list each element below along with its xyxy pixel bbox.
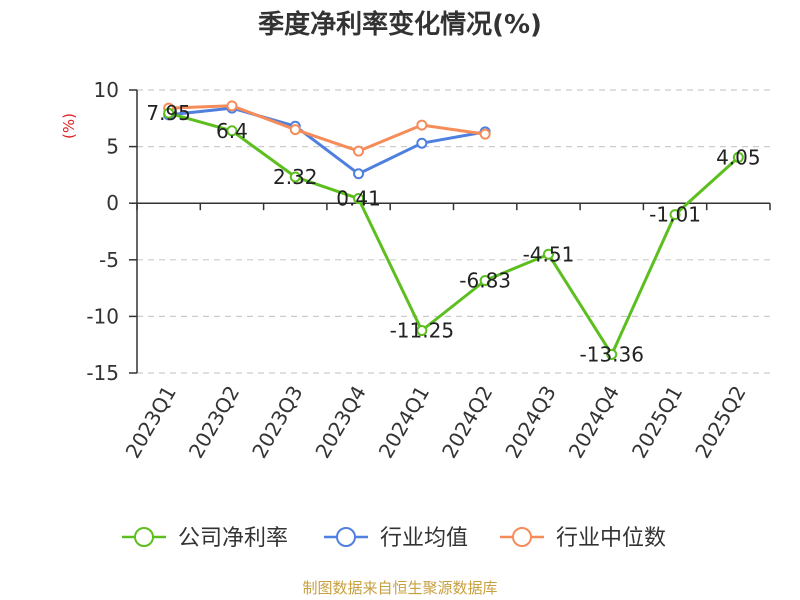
series-line-3 [168, 104, 486, 153]
data-point [479, 275, 491, 287]
data-point [416, 137, 428, 149]
legend-label: 行业中位数 [556, 526, 666, 551]
data-point [353, 193, 365, 205]
data-point [416, 119, 428, 131]
series-line-2 [168, 106, 486, 176]
data-point [226, 125, 238, 137]
data-point [289, 124, 301, 136]
series-line-1 [168, 111, 740, 356]
source-note: 制图数据来自恒生聚源数据库 [302, 579, 497, 597]
legend-marker [512, 527, 532, 547]
y-tick-label: 10 [94, 78, 119, 102]
data-point [669, 209, 681, 221]
x-tick-label: 2024Q2 [437, 382, 497, 463]
chart-title: 季度净利率变化情况(%) [258, 9, 542, 40]
legend: 公司净利率 行业均值 行业中位数 [122, 526, 666, 551]
data-label: 2.32 [273, 165, 318, 189]
data-label: 7.95 [146, 101, 191, 125]
series-layer [163, 100, 744, 360]
x-tick-label: 2025Q2 [690, 382, 750, 463]
x-tick-label: 2024Q1 [374, 382, 434, 463]
data-point [416, 325, 428, 337]
y-tick-label: -15 [86, 361, 119, 385]
x-tick-label: 2023Q1 [121, 382, 181, 463]
x-tick-label: 2023Q4 [310, 382, 370, 463]
data-point [353, 145, 365, 157]
y-tick-label: -5 [99, 248, 119, 272]
data-point [163, 107, 175, 119]
data-labels: 7.95 6.4 2.32 0.41 -11.25 -6.83 -4.51 -13.36 -1.… [146, 101, 760, 366]
data-point [479, 128, 491, 140]
data-point [542, 248, 554, 260]
x-tick-label: 2024Q4 [564, 382, 624, 463]
x-tick-label: 2025Q1 [627, 382, 687, 463]
data-point [353, 168, 365, 180]
y-axis-label: (%) [60, 113, 78, 139]
data-label: -4.51 [523, 242, 575, 266]
data-point [732, 151, 744, 163]
y-tick-label: -10 [86, 304, 119, 328]
x-tick-label: 2024Q3 [500, 382, 560, 463]
data-label: 4.05 [716, 145, 761, 169]
data-label: 6.4 [216, 119, 248, 143]
legend-label: 行业均值 [380, 526, 468, 551]
y-tick-label: 0 [106, 191, 119, 215]
legend-label: 公司净利率 [178, 526, 288, 551]
data-label: -1.01 [649, 203, 701, 227]
data-label: -13.36 [580, 342, 644, 366]
data-label: -6.83 [459, 269, 511, 293]
y-tick-label: 5 [106, 135, 119, 159]
data-point [226, 100, 238, 112]
legend-marker [336, 527, 356, 547]
x-tick-label: 2023Q3 [247, 382, 307, 463]
data-label: -11.25 [390, 319, 454, 343]
legend-marker [134, 527, 154, 547]
x-tick-label: 2023Q2 [184, 382, 244, 463]
data-label: 0.41 [336, 187, 381, 211]
data-point [606, 348, 618, 360]
data-point [289, 171, 301, 183]
